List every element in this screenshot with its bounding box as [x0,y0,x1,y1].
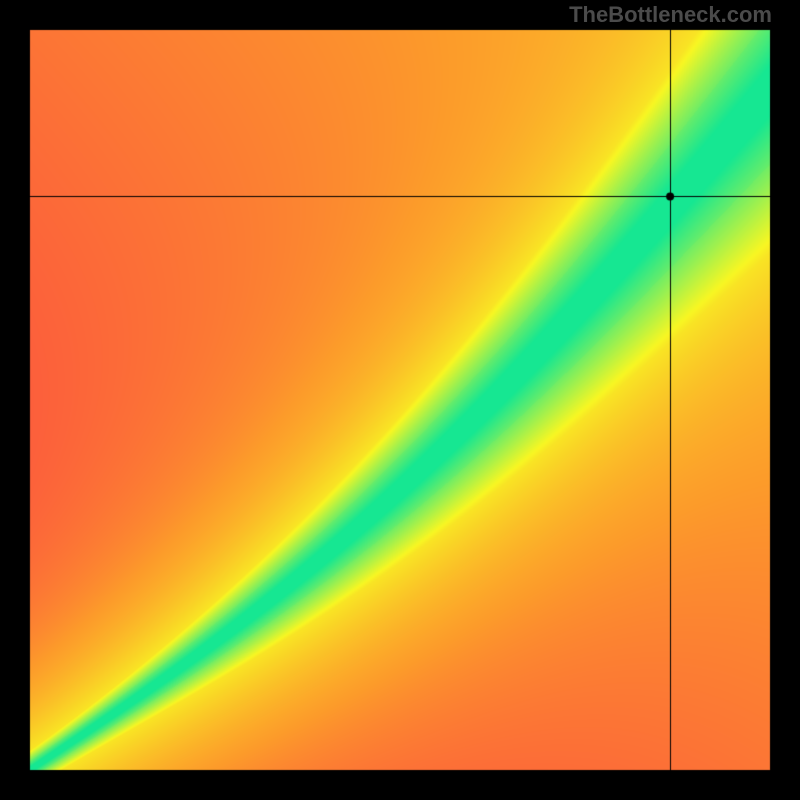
chart-container: TheBottleneck.com [0,0,800,800]
bottleneck-heatmap [0,0,800,800]
watermark-text: TheBottleneck.com [569,2,772,28]
